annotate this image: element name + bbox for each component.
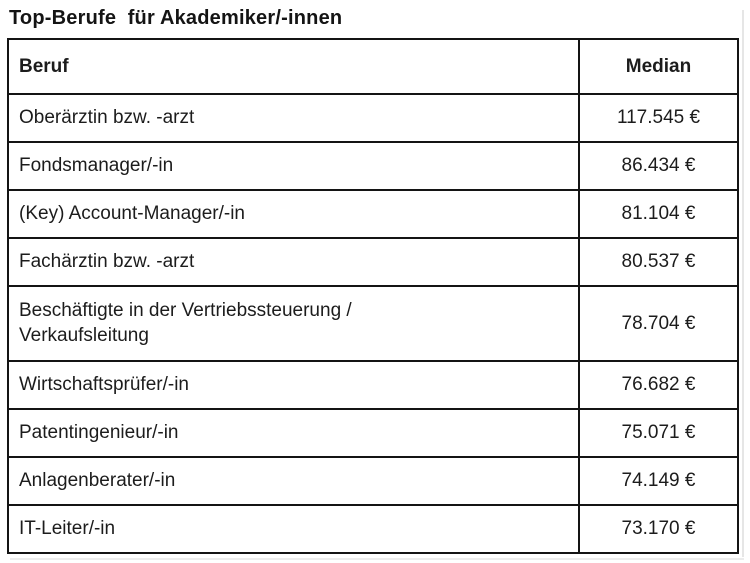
table-header-row: Beruf Median (7, 38, 739, 95)
median-cell: 81.104 € (578, 189, 739, 239)
table-row: IT-Leiter/-in 73.170 € (7, 504, 739, 554)
frame-shadow-bottom (10, 558, 744, 560)
beruf-cell: IT-Leiter/-in (7, 504, 580, 554)
median-cell: 80.537 € (578, 237, 739, 287)
beruf-cell: Fondsmanager/-in (7, 141, 580, 191)
beruf-cell: Oberärztin bzw. -arzt (7, 93, 580, 143)
column-header-median: Median (578, 38, 739, 95)
median-cell: 76.682 € (578, 360, 739, 410)
median-cell: 117.545 € (578, 93, 739, 143)
beruf-cell: Beschäftigte in der Vertriebssteuerung /… (7, 285, 580, 362)
salary-table: Beruf Median Oberärztin bzw. -arzt 117.5… (7, 38, 739, 554)
table-row: Wirtschaftsprüfer/-in 76.682 € (7, 360, 739, 410)
beruf-cell: (Key) Account-Manager/-in (7, 189, 580, 239)
median-cell: 78.704 € (578, 285, 739, 362)
table-row: Oberärztin bzw. -arzt 117.545 € (7, 93, 739, 143)
table-row: (Key) Account-Manager/-in 81.104 € (7, 189, 739, 239)
column-header-beruf: Beruf (7, 38, 580, 95)
beruf-cell: Patentingenieur/-in (7, 408, 580, 458)
beruf-cell: Anlagenberater/-in (7, 456, 580, 506)
table-row: Patentingenieur/-in 75.071 € (7, 408, 739, 458)
median-cell: 75.071 € (578, 408, 739, 458)
table-row: Anlagenberater/-in 74.149 € (7, 456, 739, 506)
table-row: Beschäftigte in der Vertriebssteuerung /… (7, 285, 739, 362)
table-row: Fachärztin bzw. -arzt 80.537 € (7, 237, 739, 287)
median-cell: 73.170 € (578, 504, 739, 554)
table-row: Fondsmanager/-in 86.434 € (7, 141, 739, 191)
frame-shadow-right (742, 10, 744, 557)
page-title: Top-Berufe für Akademiker/-innen (9, 7, 343, 29)
median-cell: 74.149 € (578, 456, 739, 506)
beruf-cell: Wirtschaftsprüfer/-in (7, 360, 580, 410)
median-cell: 86.434 € (578, 141, 739, 191)
beruf-cell: Fachärztin bzw. -arzt (7, 237, 580, 287)
